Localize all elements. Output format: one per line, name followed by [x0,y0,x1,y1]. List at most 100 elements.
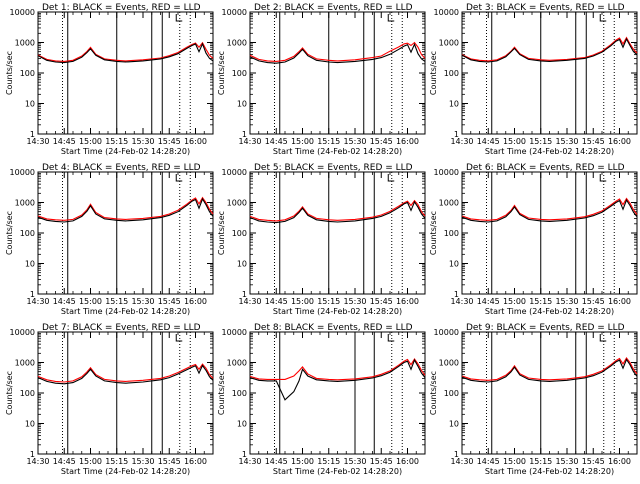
det9-flag-marker [599,334,607,342]
det8-x-tick-label: 15:45 [370,457,393,466]
det1-events-line [37,42,214,64]
det6-y-axis-label: Counts/sec [429,211,438,255]
det3-y-axis-label: Counts/sec [429,51,438,95]
det7-x-tick-label: 16:00 [184,457,207,466]
det1-x-tick-label: 16:00 [184,137,207,146]
det8-lld-line [249,358,426,381]
det8-x-tick-label: 16:00 [396,457,419,466]
det1-y-tick-label: 10000 [10,8,35,17]
det8-events-line [249,358,426,401]
det2-x-tick-label: 14:30 [238,137,261,146]
det7-x-tick-label: 15:30 [131,457,154,466]
det2-x-tick-label: 14:45 [265,137,288,146]
det6-x-tick-label: 15:00 [503,297,526,306]
det2-x-tick-label: 15:00 [291,137,314,146]
det6-y-tick-label: 10 [449,260,459,269]
det1-x-axis-label: Start Time (24-Feb-02 14:28:20) [61,147,190,156]
det8-x-tick-label: 15:30 [343,457,366,466]
det7-panel-title: Det 7: BLACK = Events, RED = LLD [42,323,201,333]
det4-x-tick-label: 14:45 [53,297,76,306]
det1-x-tick-label: 15:45 [158,137,181,146]
det9-y-tick-label: 1 [454,450,459,459]
det6-x-tick-label: 15:15 [529,297,552,306]
det1-y-axis-label: Counts/sec [5,51,14,95]
det2-plot-frame [249,11,426,135]
det5-events-line [249,200,426,224]
det2-x-tick-label: 16:00 [396,137,419,146]
det2-x-tick-label: 15:15 [317,137,340,146]
det5-plot-frame [249,171,426,295]
det9-x-tick-label: 14:30 [450,457,473,466]
det2-y-tick-label: 10000 [222,8,247,17]
det4-x-tick-label: 15:45 [158,297,181,306]
det5-x-axis-label: Start Time (24-Feb-02 14:28:20) [273,307,402,316]
det1-x-tick-label: 15:15 [105,137,128,146]
det4-events-line [37,197,214,223]
det5-x-tick-label: 14:45 [265,297,288,306]
det3-x-tick-label: 15:15 [529,137,552,146]
det4-x-axis-label: Start Time (24-Feb-02 14:28:20) [61,307,190,316]
det6-x-tick-label: 14:45 [477,297,500,306]
det5-x-tick-label: 16:00 [396,297,419,306]
det9-events-line [461,358,638,383]
det3-plot-frame [461,11,638,135]
det5-x-tick-label: 15:15 [317,297,340,306]
det9-y-axis-label: Counts/sec [429,371,438,415]
det1-x-tick-label: 15:00 [79,137,102,146]
det4-x-tick-label: 16:00 [184,297,207,306]
det8-y-tick-label: 10 [237,420,247,429]
det5-y-tick-label: 1 [242,290,247,299]
det2-panel-title: Det 2: BLACK = Events, RED = LLD [254,3,413,13]
det9-panel-title: Det 9: BLACK = Events, RED = LLD [466,323,625,333]
det9-y-tick-label: 100 [444,389,459,398]
det6-y-tick-label: 1 [454,290,459,299]
det7-x-axis-label: Start Time (24-Feb-02 14:28:20) [61,467,190,476]
det7-y-tick-label: 1 [30,450,35,459]
det1-x-tick-label: 14:30 [26,137,49,146]
det7-x-tick-label: 14:30 [26,457,49,466]
det4-x-tick-label: 15:00 [79,297,102,306]
det2-x-tick-label: 15:45 [370,137,393,146]
det9-x-tick-label: 15:30 [555,457,578,466]
det8-x-tick-label: 14:45 [265,457,288,466]
det9-x-tick-label: 14:45 [477,457,500,466]
det9-x-tick-label: 15:45 [582,457,605,466]
det8-y-tick-label: 100 [232,389,247,398]
det5-y-tick-label: 10 [237,260,247,269]
det2-y-tick-label: 10 [237,100,247,109]
det7-y-tick-label: 10000 [10,328,35,337]
det1-plot-frame [37,11,214,135]
det5-x-tick-label: 14:30 [238,297,261,306]
det3-y-tick-label: 1 [454,130,459,139]
det8-x-tick-label: 15:15 [317,457,340,466]
det5-y-tick-label: 10000 [222,168,247,177]
det3-x-tick-label: 14:45 [477,137,500,146]
det8-x-tick-label: 15:00 [291,457,314,466]
det7-x-tick-label: 15:45 [158,457,181,466]
det6-y-tick-label: 10000 [434,168,459,177]
det3-x-tick-label: 15:00 [503,137,526,146]
det2-y-tick-label: 1000 [227,39,247,48]
det1-y-tick-label: 100 [20,69,35,78]
det8-y-tick-label: 1000 [227,359,247,368]
det3-y-tick-label: 1000 [439,39,459,48]
det5-x-tick-label: 15:00 [291,297,314,306]
det6-lld-line [461,197,638,221]
det9-y-tick-label: 10 [449,420,459,429]
det7-y-tick-label: 1000 [15,359,35,368]
det9-y-tick-label: 1000 [439,359,459,368]
det3-flag-marker [599,14,607,22]
det5-flag-marker [387,174,395,182]
det6-y-tick-label: 100 [444,229,459,238]
det6-y-tick-label: 1000 [439,199,459,208]
det5-x-tick-label: 15:30 [343,297,366,306]
det3-y-tick-label: 100 [444,69,459,78]
det5-y-tick-label: 1000 [227,199,247,208]
det8-x-tick-label: 14:30 [238,457,261,466]
det6-x-tick-label: 16:00 [608,297,631,306]
det1-panel-title: Det 1: BLACK = Events, RED = LLD [42,3,201,13]
det4-panel-title: Det 4: BLACK = Events, RED = LLD [42,163,201,173]
det7-flag-marker [175,334,183,342]
